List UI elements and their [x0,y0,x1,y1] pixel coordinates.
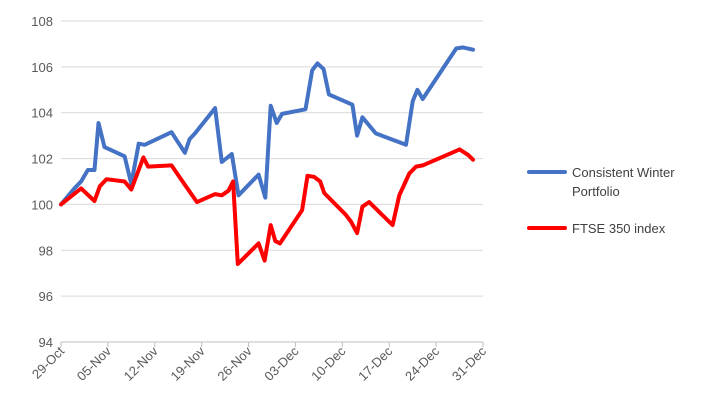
x-tick-label: 12-Nov [121,343,162,384]
x-axis-tick-labels: 29-Oct 05-Nov 12-Nov 19-Nov 26-Nov 03-Dec 10-D… [29,343,490,384]
x-tick-label: 26-Nov [214,343,255,384]
x-tick-label: 19-Nov [168,343,209,384]
series-line-1 [59,147,475,266]
x-tick-label: 03-Dec [261,343,302,384]
x-tick-label: 17-Dec [355,343,396,384]
legend-item-1: FTSE 350 index [527,221,666,236]
y-tick-label: 102 [31,152,53,167]
y-tick-label: 104 [31,106,53,121]
y-tick-label: 98 [39,243,53,258]
y-tick-label: 96 [39,289,53,304]
y-tick-label: 108 [31,14,53,29]
x-tick-label: 31-Dec [449,343,490,384]
series-lines [59,45,475,266]
legend-label: FTSE 350 index [572,221,666,236]
legend-label: Consistent Winter Portfolio [572,165,675,199]
y-tick-label: 106 [31,60,53,75]
x-tick-label: 24-Dec [402,343,443,384]
x-tick-label: 10-Dec [308,343,349,384]
series-line-0 [59,45,475,207]
legend: Consistent Winter Portfolio FTSE 350 index [527,165,675,236]
y-tick-label: 94 [39,335,53,350]
x-axis [60,341,484,347]
y-axis-tick-labels: 94 96 98 100 102 104 106 108 [31,14,53,350]
y-tick-label: 100 [31,197,53,212]
legend-item-0: Consistent Winter Portfolio [527,165,675,199]
x-tick-label: 05-Nov [74,343,115,384]
